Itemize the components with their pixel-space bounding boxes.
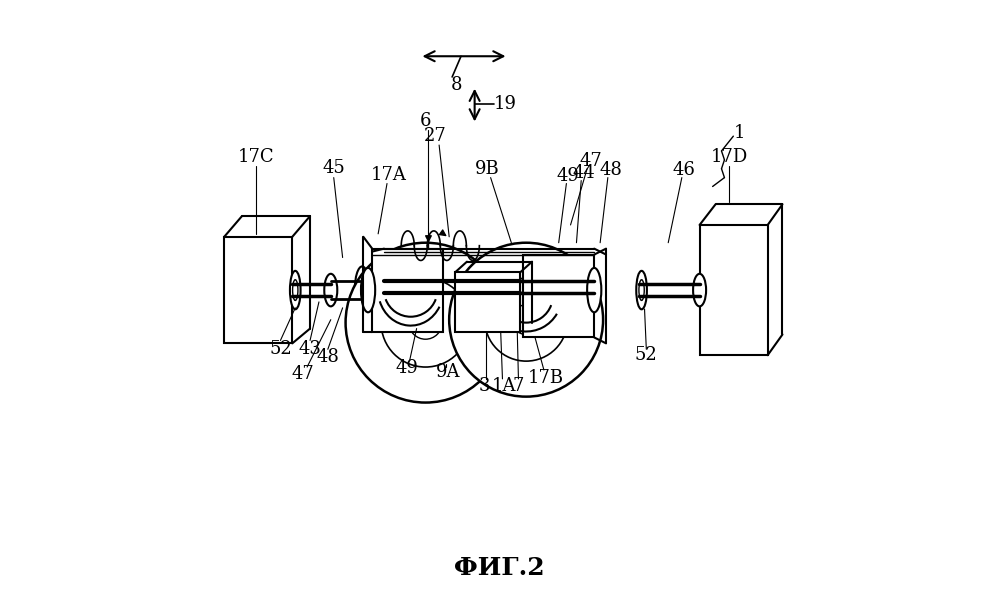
Text: 17D: 17D — [710, 148, 748, 166]
Text: 48: 48 — [317, 348, 340, 366]
Circle shape — [450, 243, 603, 397]
Ellipse shape — [693, 274, 706, 307]
Text: 1: 1 — [733, 124, 745, 142]
Text: 43: 43 — [299, 340, 322, 358]
Bar — [699, 225, 767, 355]
Ellipse shape — [639, 280, 644, 301]
Ellipse shape — [355, 266, 370, 314]
Bar — [456, 272, 520, 332]
Text: 48: 48 — [599, 161, 622, 179]
Ellipse shape — [636, 271, 647, 310]
Text: 1A: 1A — [492, 377, 515, 395]
Text: 47: 47 — [292, 365, 315, 383]
Text: 45: 45 — [323, 159, 345, 177]
Ellipse shape — [293, 280, 298, 301]
Text: 9A: 9A — [436, 363, 461, 381]
Text: 46: 46 — [672, 161, 695, 179]
Text: 9B: 9B — [476, 160, 500, 178]
Text: 17A: 17A — [371, 166, 407, 184]
Text: 47: 47 — [579, 152, 602, 170]
Text: 27: 27 — [425, 127, 447, 145]
Circle shape — [485, 278, 567, 361]
Text: 6: 6 — [420, 112, 432, 130]
Bar — [224, 237, 293, 343]
Ellipse shape — [361, 268, 376, 313]
Text: 49: 49 — [396, 359, 418, 377]
Text: 49: 49 — [556, 167, 579, 185]
Ellipse shape — [587, 268, 601, 313]
Circle shape — [346, 243, 505, 403]
Text: 3: 3 — [479, 377, 491, 395]
Circle shape — [409, 306, 443, 339]
Ellipse shape — [290, 271, 301, 310]
Ellipse shape — [325, 274, 338, 307]
Text: 7: 7 — [512, 377, 524, 395]
Text: 8: 8 — [452, 76, 463, 94]
Text: 44: 44 — [572, 164, 595, 182]
Text: 52: 52 — [635, 346, 657, 364]
Text: 52: 52 — [269, 340, 292, 358]
Bar — [373, 249, 444, 332]
Circle shape — [381, 278, 470, 367]
Text: 17C: 17C — [238, 148, 274, 166]
Circle shape — [511, 305, 540, 334]
Text: 17B: 17B — [527, 369, 563, 387]
Bar — [523, 255, 594, 337]
Text: 19: 19 — [494, 95, 516, 112]
Text: ФИГ.2: ФИГ.2 — [455, 556, 544, 580]
